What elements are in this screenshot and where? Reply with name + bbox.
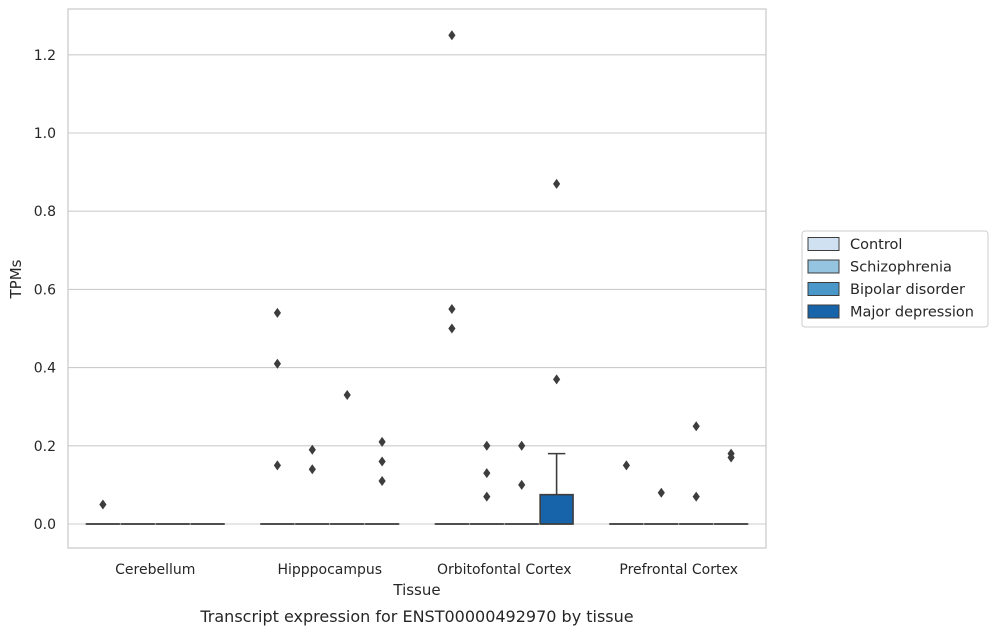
outlier-point	[99, 499, 106, 509]
outlier-point	[379, 476, 386, 486]
outlier-point	[309, 464, 316, 474]
box-group	[540, 179, 573, 524]
legend-swatch	[808, 283, 839, 296]
plot-frame	[68, 9, 766, 548]
y-axis-title: TPMs	[7, 259, 25, 299]
outlier-point	[483, 468, 490, 478]
y-axis-ticks: 0.0 0.2 0.4 0.6 0.8 1.0 1.2	[34, 48, 56, 533]
x-tick-label: Hipppocampus	[277, 562, 382, 578]
box-group	[610, 460, 643, 524]
outlier-point	[483, 441, 490, 451]
series-major-depression	[191, 179, 747, 524]
box-group	[470, 441, 503, 524]
outlier-point	[553, 179, 560, 189]
outlier-point	[658, 488, 665, 498]
legend: Control Schizophrenia Bipolar disorder Majo…	[802, 231, 988, 327]
outlier-point	[448, 304, 455, 314]
chart-caption: Transcript expression for ENST0000049297…	[199, 607, 633, 626]
outlier-point	[274, 308, 281, 318]
outlier-point	[693, 421, 700, 431]
outlier-point	[623, 460, 630, 470]
box-group	[715, 449, 748, 524]
y-tick-label: 0.4	[34, 361, 56, 377]
legend-swatch	[808, 305, 839, 318]
box-group	[435, 30, 468, 524]
outlier-point	[518, 480, 525, 490]
box-group	[86, 499, 119, 524]
gridlines	[68, 55, 766, 524]
legend-label: Control	[850, 237, 902, 253]
y-tick-label: 1.2	[34, 48, 56, 64]
outlier-point	[274, 460, 281, 470]
legend-label: Schizophrenia	[850, 260, 952, 276]
outlier-point	[693, 492, 700, 502]
y-tick-label: 1.0	[34, 126, 56, 142]
x-axis-title: Tissue	[392, 581, 440, 599]
box	[540, 495, 573, 524]
x-axis-ticks: Cerebellum Hipppocampus Orbitofontal Corte…	[115, 562, 738, 578]
x-tick-label: Cerebellum	[115, 562, 195, 578]
outlier-point	[379, 456, 386, 466]
legend-swatch	[808, 260, 839, 273]
outlier-point	[553, 374, 560, 384]
y-tick-label: 0.6	[34, 282, 56, 298]
box-group	[331, 390, 364, 524]
outlier-point	[448, 324, 455, 334]
box-group	[366, 437, 399, 524]
outlier-point	[448, 30, 455, 40]
box-group	[680, 421, 713, 524]
outlier-point	[518, 441, 525, 451]
outlier-point	[344, 390, 351, 400]
outlier-point	[483, 492, 490, 502]
series-control	[86, 30, 642, 524]
x-tick-label: Orbitofontal Cortex	[437, 562, 572, 578]
box-group	[645, 488, 678, 524]
box-group	[296, 445, 329, 524]
box-group	[505, 441, 538, 524]
y-tick-label: 0.2	[34, 439, 56, 455]
box-group	[261, 308, 294, 524]
x-tick-label: Prefrontal Cortex	[619, 562, 738, 578]
legend-label: Major depression	[850, 305, 974, 321]
y-tick-label: 0.0	[34, 517, 56, 533]
legend-label: Bipolar disorder	[850, 282, 965, 298]
legend-swatch	[808, 238, 839, 251]
series-schizophrenia	[121, 441, 677, 524]
series-bipolar-disorder	[156, 390, 712, 524]
y-tick-label: 0.8	[34, 204, 56, 220]
box-plot-area	[86, 30, 747, 524]
